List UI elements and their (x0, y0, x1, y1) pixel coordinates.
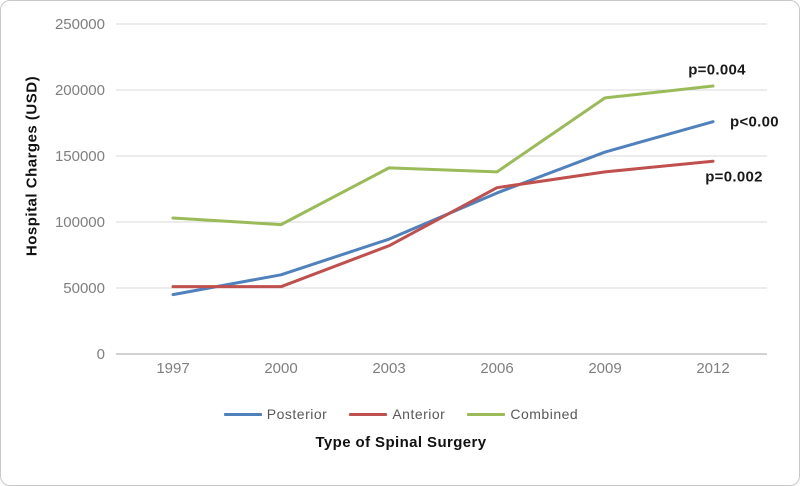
y-tick-label: 0 (97, 346, 105, 363)
x-tick-label: 2006 (480, 360, 513, 377)
x-tick-label: 2009 (588, 360, 621, 377)
series-line-combined (171, 84, 715, 227)
y-tick-label: 100000 (55, 214, 105, 231)
legend-item-combined: Combined (467, 406, 578, 422)
x-tick-label: 2000 (264, 360, 297, 377)
y-tick-label: 50000 (63, 280, 105, 297)
y-tick-label: 250000 (55, 16, 105, 33)
legend-swatch (467, 412, 506, 416)
x-tick-label: 2003 (372, 360, 405, 377)
legend-label: Posterior (266, 406, 328, 422)
annotation-p-value-combined: p=0.004 (688, 61, 746, 79)
legend-item-anterior: Anterior (349, 406, 445, 422)
legend-label: Anterior (392, 406, 446, 422)
x-tick-label: 2012 (696, 360, 729, 377)
x-axis-title: Type of Spinal Surgery (315, 434, 487, 451)
series-line-anterior (171, 159, 715, 289)
x-tick-label: 1997 (156, 360, 189, 377)
legend-swatch (349, 412, 388, 416)
y-tick-label: 150000 (55, 148, 105, 165)
legend: Posterior Anterior Combined (1, 403, 799, 425)
y-tick-label: 200000 (55, 82, 105, 99)
legend-swatch (223, 412, 262, 416)
series-line-posterior (171, 120, 715, 297)
legend-item-posterior: Posterior (223, 406, 328, 422)
annotation-p-value-anterior: p=0.002 (705, 168, 763, 186)
legend-label: Combined (510, 406, 579, 422)
y-axis-title: Hospital Charges (USD) (23, 75, 41, 257)
annotation-p-value-posterior: p<0.00 (730, 113, 779, 131)
